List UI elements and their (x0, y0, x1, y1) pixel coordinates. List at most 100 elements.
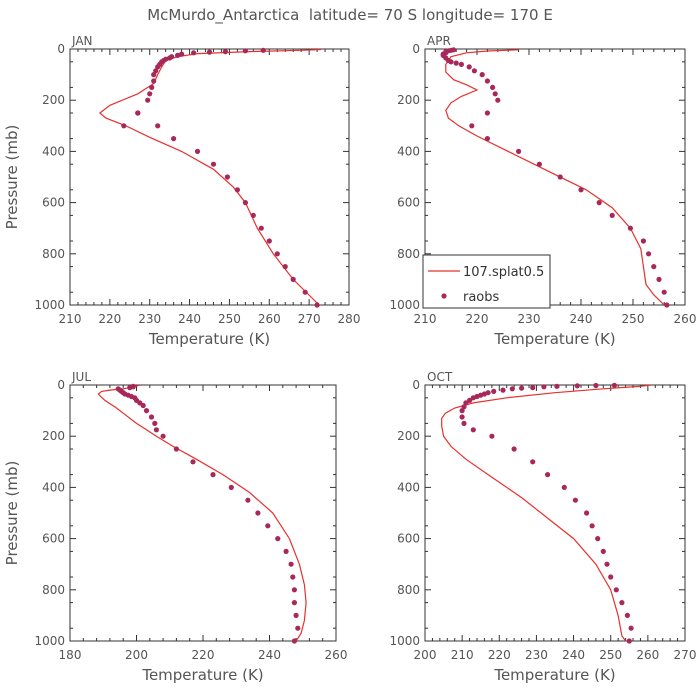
raobs-point (461, 404, 467, 410)
x-tick-label: 220 (192, 648, 215, 662)
raobs-point (288, 561, 294, 567)
y-tick-label: 800 (397, 247, 420, 261)
y-tick-label: 400 (42, 480, 65, 494)
raobs-point (293, 612, 299, 619)
raobs-point (290, 276, 296, 282)
raobs-point (624, 612, 631, 619)
y-tick-label: 1000 (389, 298, 420, 312)
x-tick-label: 210 (414, 312, 437, 326)
raobs-point (453, 60, 459, 66)
y-tick-label: 0 (57, 42, 65, 56)
x-axis-label: Temperature (K) (148, 330, 270, 348)
raobs-point (175, 52, 181, 59)
y-tick-label: 200 (42, 93, 65, 107)
raobs-point (242, 48, 248, 54)
raobs-point (206, 49, 213, 55)
y-tick-label: 400 (397, 480, 420, 494)
x-axis-label: Temperature (K) (493, 330, 615, 348)
x-axis-label: Temperature (K) (141, 666, 263, 684)
raobs-point (596, 200, 602, 206)
x-tick-label: 250 (622, 312, 645, 326)
panel-title: JUL (71, 370, 91, 384)
raobs-point (152, 420, 158, 426)
raobs-point (516, 148, 522, 154)
model-profile-line (441, 385, 652, 641)
raobs-point (155, 123, 161, 129)
raobs-point (640, 238, 647, 244)
raobs-point (255, 510, 261, 516)
raobs-point (530, 459, 536, 465)
x-tick-label: 260 (258, 312, 281, 326)
raobs-point (593, 382, 599, 389)
raobs-point (467, 397, 473, 403)
raobs-point (242, 200, 248, 206)
x-tick-label: 240 (562, 648, 585, 662)
x-tick-label: 230 (138, 312, 161, 326)
raobs-point (210, 161, 217, 167)
raobs-point (484, 78, 490, 84)
y-tick-label: 1000 (389, 634, 420, 648)
raobs-point (469, 123, 475, 129)
legend: 107.splat0.5 raobs (422, 254, 551, 309)
x-tick-label: 210 (451, 648, 474, 662)
raobs-point (210, 472, 216, 478)
raobs-point (274, 251, 280, 257)
raobs-point (283, 548, 289, 555)
raobs-point (266, 238, 272, 244)
raobs-point (619, 600, 625, 606)
panel-jan: JAN 210 220 230 240 250 260 270 280 0 200 400 600 800… (3, 34, 360, 348)
raobs-point (626, 638, 632, 644)
raobs-point (275, 536, 281, 542)
y-tick-label: 1000 (34, 298, 65, 312)
raobs-point (459, 414, 465, 420)
raobs-point (148, 414, 155, 420)
panel-oct: OCT 200 210 220 230 240 250 260 270 0 200 400 600 800… (389, 370, 696, 684)
raobs-point (295, 625, 301, 631)
legend-model-label: 107.splat0.5 (463, 265, 544, 280)
raobs-point (628, 625, 634, 631)
raobs-point (664, 302, 670, 308)
raobs-point (574, 383, 580, 389)
y-tick-label: 600 (397, 532, 420, 546)
raobs-point (471, 68, 477, 74)
x-tick-label: 220 (488, 648, 511, 662)
raobs-point (572, 497, 579, 503)
panel-title: APR (427, 34, 451, 48)
raobs-point (260, 47, 266, 53)
x-tick-label: 220 (466, 312, 489, 326)
raobs-point (245, 497, 251, 503)
model-profile-line (97, 385, 307, 641)
raobs-point (627, 225, 634, 231)
raobs-point (589, 523, 595, 529)
x-tick-label: 220 (98, 312, 121, 326)
y-tick-label: 800 (397, 583, 420, 597)
y-axis-label: Pressure (mb) (3, 125, 21, 230)
x-tick-label: 260 (674, 312, 697, 326)
plot-frame (69, 48, 350, 306)
raobs-point (646, 251, 652, 257)
legend-obs-label: raobs (463, 290, 500, 305)
raobs-point (491, 388, 497, 394)
x-tick-label: 200 (414, 648, 437, 662)
x-tick-label: 230 (525, 648, 548, 662)
raobs-point (608, 574, 614, 580)
raobs-point (458, 61, 464, 67)
raobs-point (495, 97, 501, 103)
raobs-point (302, 289, 308, 295)
raobs-point (222, 49, 228, 55)
y-tick-label: 0 (412, 378, 420, 392)
raobs-point (169, 54, 175, 60)
raobs-point (541, 384, 547, 390)
model-profile-line (445, 49, 665, 305)
y-tick-label: 200 (42, 429, 65, 443)
raobs-point (160, 433, 166, 439)
raobs-point (530, 385, 536, 391)
raobs-point (600, 548, 606, 555)
raobs-point (291, 638, 297, 644)
y-tick-label: 1000 (34, 634, 65, 648)
raobs-point (656, 276, 662, 282)
x-tick-label: 270 (674, 648, 697, 662)
raobs-point (492, 91, 498, 97)
raobs-point (145, 97, 151, 103)
raobs-point (479, 72, 485, 78)
